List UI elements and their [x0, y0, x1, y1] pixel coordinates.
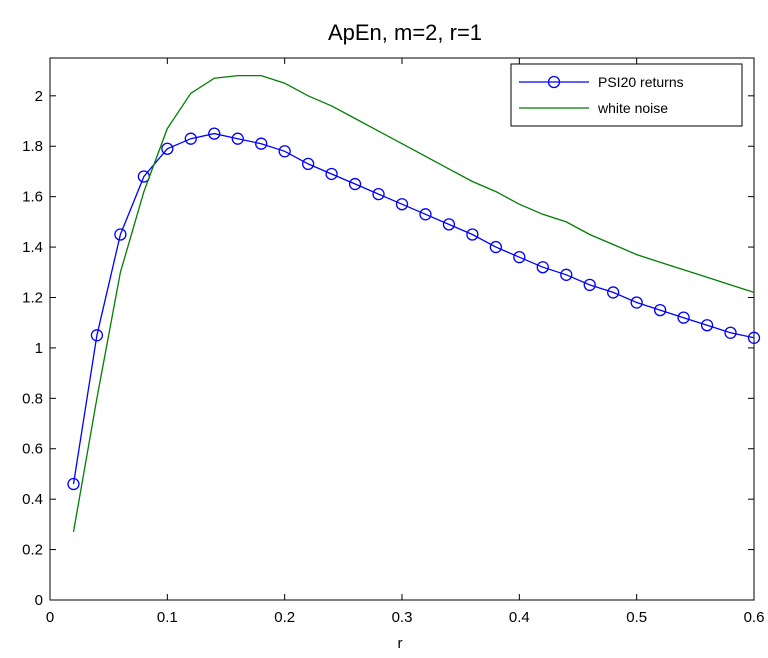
y-tick-label: 0.4: [22, 491, 43, 508]
data-point: [560, 268, 573, 281]
data-point: [90, 329, 104, 342]
series-line-2: [72, 74, 755, 533]
data-point: [161, 142, 174, 155]
x-tick-label: 0: [46, 609, 54, 626]
data-point: [700, 319, 714, 332]
data-point: [325, 167, 338, 181]
y-tick-label: 1: [35, 340, 43, 357]
data-point: [653, 303, 667, 317]
y-tick-label: 2: [35, 88, 43, 105]
axis-ticks: 0 0.1 0.2 0.3 0.4 0.5 0.6 0 0.2 0.4 0.6 0.8 1 1.2 1.4 1…: [22, 58, 764, 626]
data-point: [724, 326, 737, 339]
x-tick-label: 0.5: [626, 609, 647, 626]
y-tick-label: 0: [35, 592, 43, 609]
data-point: [630, 296, 643, 309]
data-point: [513, 251, 526, 264]
chart-title: ApEn, m=2, r=1: [328, 20, 482, 45]
data-point: [301, 157, 315, 171]
legend-label-2: white noise: [597, 100, 668, 116]
x-tick-label: 0.4: [509, 609, 530, 626]
data-point: [67, 477, 80, 491]
legend: PSI20 returns white noise: [510, 63, 743, 127]
data-point: [208, 127, 221, 140]
y-tick-label: 1.4: [22, 239, 43, 256]
data-point: [114, 228, 127, 241]
x-tick-label: 0.6: [744, 609, 765, 626]
series-group: [67, 74, 761, 533]
y-tick-label: 0.6: [22, 441, 43, 458]
data-point: [348, 177, 362, 191]
data-point: [747, 331, 761, 344]
data-point: [372, 187, 385, 201]
data-point: [466, 228, 479, 241]
y-tick-label: 1.2: [22, 289, 43, 306]
series-line-1: [72, 132, 755, 485]
data-point: [278, 145, 291, 158]
data-point: [419, 208, 432, 221]
y-tick-label: 1.6: [22, 189, 43, 206]
plot-area: [49, 57, 755, 601]
data-point: [583, 278, 596, 292]
data-point: [255, 137, 268, 150]
y-tick-label: 0.2: [22, 542, 43, 559]
legend-marker-1: [547, 75, 561, 89]
data-point: [536, 261, 549, 274]
data-point: [677, 311, 690, 324]
x-tick-label: 0.1: [157, 609, 178, 626]
data-point: [607, 286, 620, 299]
legend-label-1: PSI20 returns: [598, 74, 684, 90]
data-point: [231, 132, 244, 145]
legend-box: [510, 63, 743, 127]
x-tick-label: 0.3: [392, 609, 413, 626]
data-point: [184, 132, 197, 145]
x-axis-label: r: [398, 635, 403, 652]
data-point: [442, 218, 456, 231]
y-tick-label: 1.8: [22, 138, 43, 155]
data-point: [395, 198, 409, 211]
y-tick-label: 0.8: [22, 390, 43, 407]
data-point: [489, 240, 503, 254]
x-tick-label: 0.2: [274, 609, 295, 626]
